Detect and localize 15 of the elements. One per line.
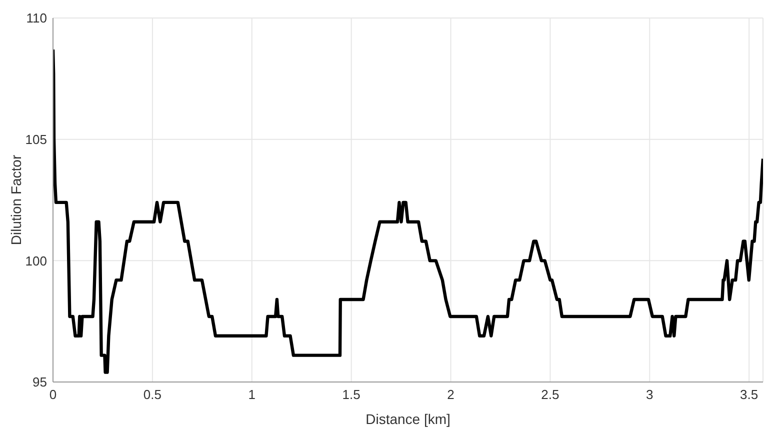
y-tick-label: 105	[25, 132, 47, 147]
line-series	[53, 48, 763, 374]
y-tick-label: 100	[25, 253, 47, 268]
x-tick-label: 1	[248, 387, 256, 402]
y-axis-title: Dilution Factor	[8, 154, 24, 246]
x-axis-title: Distance [km]	[366, 411, 450, 427]
x-tick-label: 2.5	[541, 387, 560, 402]
x-tick-label: 2	[447, 387, 454, 402]
x-tick-label: 0.5	[143, 387, 162, 402]
x-tick-label: 0	[49, 387, 57, 402]
y-tick-label: 110	[26, 10, 47, 26]
x-tick-label: 3.5	[740, 387, 758, 402]
x-tick-label: 3	[646, 387, 654, 402]
y-tick-label: 95	[32, 374, 47, 390]
x-tick-label: 1.5	[342, 387, 360, 402]
